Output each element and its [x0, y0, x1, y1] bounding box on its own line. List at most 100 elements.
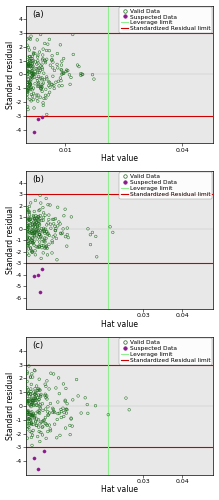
Point	[30, 223, 34, 231]
Point	[42, 102, 45, 110]
Point	[60, 61, 63, 69]
Point	[32, 400, 35, 408]
Point	[32, 96, 35, 104]
Point	[30, 396, 34, 404]
Point	[29, 416, 32, 424]
Point	[30, 54, 34, 62]
Point	[33, 208, 36, 216]
Point	[61, 229, 64, 237]
Point	[35, 415, 39, 423]
Point	[79, 409, 83, 417]
Point	[43, 40, 46, 48]
Point	[30, 90, 33, 98]
Point	[52, 408, 56, 416]
X-axis label: Hat value: Hat value	[101, 154, 138, 163]
Point	[25, 94, 29, 102]
Point	[37, 64, 41, 72]
Point	[37, 406, 41, 414]
Point	[44, 58, 47, 66]
Point	[33, 80, 37, 88]
Point	[32, 90, 35, 98]
Point	[43, 230, 47, 237]
Point	[32, 226, 35, 234]
Point	[49, 426, 52, 434]
Point	[28, 82, 32, 90]
Point	[59, 74, 62, 82]
Point	[64, 68, 68, 76]
Point	[32, 388, 36, 396]
Point	[60, 66, 64, 74]
Point	[33, 390, 37, 398]
Point	[36, 68, 39, 76]
Point	[37, 78, 41, 86]
Point	[30, 69, 33, 77]
Point	[34, 58, 37, 66]
Point	[46, 219, 50, 227]
Point	[27, 84, 30, 92]
Point	[26, 242, 30, 250]
Point	[36, 213, 39, 221]
Point	[31, 236, 34, 244]
Point	[42, 79, 45, 87]
Point	[32, 402, 35, 409]
Point	[42, 94, 46, 102]
Point	[49, 224, 53, 232]
Point	[37, 82, 40, 90]
Point	[26, 409, 29, 417]
Point	[31, 70, 35, 78]
Point	[64, 406, 67, 413]
Point	[26, 206, 30, 214]
Point	[36, 114, 40, 122]
Point	[34, 231, 38, 239]
Point	[28, 234, 31, 242]
Point	[57, 218, 61, 226]
Point	[63, 205, 67, 213]
Point	[89, 230, 92, 238]
Point	[45, 73, 48, 81]
Point	[30, 398, 34, 406]
Point	[61, 225, 65, 233]
Point	[60, 58, 64, 66]
Point	[26, 106, 30, 114]
Point	[50, 56, 54, 64]
Point	[52, 406, 55, 413]
Point	[31, 60, 34, 68]
Point	[25, 234, 29, 242]
Text: (c): (c)	[32, 341, 43, 350]
Point	[35, 235, 39, 243]
Point	[57, 374, 60, 382]
Point	[55, 60, 59, 68]
Point	[25, 87, 29, 95]
Point	[33, 226, 37, 234]
Point	[62, 70, 65, 78]
Point	[30, 64, 34, 72]
Point	[35, 91, 38, 99]
Point	[33, 228, 36, 236]
Point	[38, 386, 41, 394]
Point	[48, 36, 51, 44]
Point	[50, 237, 54, 245]
Point	[77, 62, 81, 70]
Point	[59, 41, 62, 49]
Point	[127, 406, 131, 414]
Point	[26, 408, 30, 416]
Point	[56, 398, 60, 406]
Point	[43, 234, 46, 242]
Point	[25, 78, 29, 86]
Point	[26, 238, 30, 246]
Legend: Valid Data, Suspected Data, Leverage limit, Standardized Residual limit: Valid Data, Suspected Data, Leverage lim…	[119, 6, 212, 33]
Point	[30, 220, 34, 228]
Point	[46, 200, 50, 208]
Point	[27, 234, 31, 242]
Point	[47, 240, 51, 248]
Point	[44, 420, 48, 428]
Point	[51, 72, 55, 80]
Point	[34, 64, 38, 72]
Point	[44, 405, 47, 413]
Point	[68, 80, 72, 88]
Point	[49, 220, 52, 228]
Point	[29, 74, 32, 82]
Point	[30, 400, 34, 408]
Point	[31, 62, 35, 70]
Point	[76, 392, 80, 400]
